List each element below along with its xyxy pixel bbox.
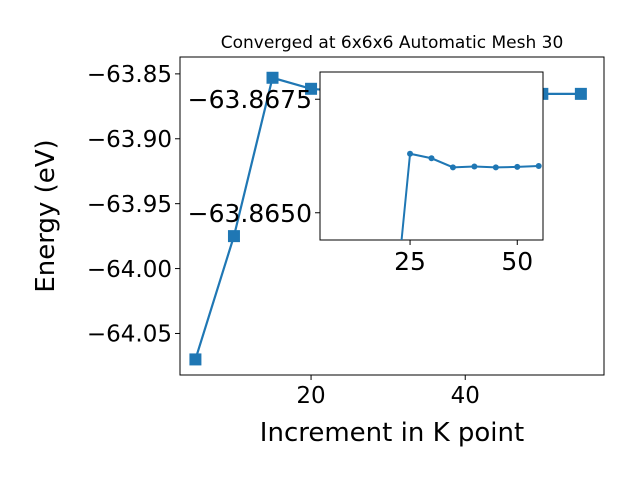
y-tick-label: −63.8675 [188, 85, 312, 114]
x-tick-label: 50 [501, 247, 533, 276]
chart-title: Converged at 6x6x6 Automatic Mesh 30 [221, 33, 564, 53]
data-point [189, 353, 202, 366]
inset-y-axis-ticks: −63.8675 −63.8650 [188, 85, 320, 228]
main-plot-frame [179, 56, 605, 376]
x-axis-label: Increment in K point [260, 418, 524, 448]
y-axis-label: Energy (eV) [31, 139, 61, 292]
x-tick-label: 40 [451, 383, 480, 409]
y-tick-label: −63.8650 [188, 199, 312, 228]
main-x-axis-ticks: 20 40 [296, 375, 480, 409]
inset-plot-frame [319, 71, 544, 241]
y-tick-label: −63.85 [87, 62, 172, 88]
y-tick-label: −64.05 [87, 322, 172, 348]
series-line [400, 152, 539, 240]
y-tick-label: −64.00 [87, 257, 172, 283]
data-point [574, 87, 587, 100]
data-point [449, 164, 456, 171]
data-point [514, 163, 521, 170]
data-point [428, 155, 435, 162]
y-tick-label: −63.95 [87, 192, 172, 218]
data-point [471, 163, 478, 170]
x-tick-label: 20 [296, 383, 325, 409]
inset-data-marks [386, 150, 542, 375]
inset-chart: 25 50 −63.8675 −63.8650 [188, 71, 544, 375]
data-point [386, 369, 392, 375]
data-point [305, 82, 318, 95]
main-y-axis-ticks: −63.85 −63.90 −63.95 −64.00 −64.05 [87, 62, 180, 348]
inset-x-axis-ticks: 25 50 [394, 240, 533, 276]
data-point [266, 71, 279, 84]
data-point [535, 162, 542, 169]
y-tick-label: −63.90 [87, 127, 172, 153]
data-point [407, 150, 414, 157]
data-point [227, 230, 240, 243]
x-tick-label: 25 [394, 247, 426, 276]
data-point [492, 164, 499, 171]
